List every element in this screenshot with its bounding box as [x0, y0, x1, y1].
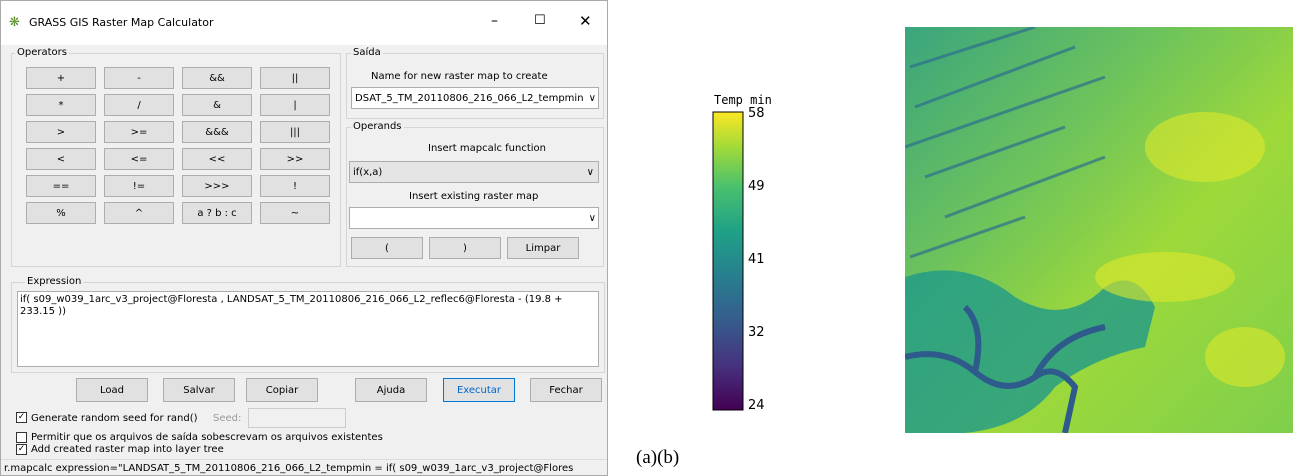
operator-button[interactable]: <<	[182, 148, 252, 170]
operator-button[interactable]: |||	[260, 121, 330, 143]
operator-button[interactable]: >>>	[182, 175, 252, 197]
expression-text: if( s09_w039_1arc_v3_project@Floresta , …	[20, 294, 563, 317]
operator-button[interactable]: ^	[104, 202, 174, 224]
close[interactable]: ✕	[579, 12, 592, 30]
colorbar-label: 32	[748, 325, 765, 340]
operator-button[interactable]: >	[26, 121, 96, 143]
dropdown: ∨	[589, 93, 596, 104]
operator-button[interactable]: ~	[260, 202, 330, 224]
colorbar-labels: 58 49 41 32 24	[748, 106, 765, 413]
group-label: Operators	[15, 47, 69, 58]
operator-button[interactable]: >>	[260, 148, 330, 170]
operator-button[interactable]: /	[104, 94, 174, 116]
operator-button[interactable]: &	[182, 94, 252, 116]
output-name[interactable]: DSAT_5_TM_20110806_216_066_L2_tempmin ∨	[351, 87, 599, 109]
window-title: GRASS GIS Raster Map Calculator	[29, 16, 214, 29]
group-label: Saída	[351, 47, 383, 58]
operator-button[interactable]: !	[260, 175, 330, 197]
operator-button[interactable]: <	[26, 148, 96, 170]
maximize[interactable]: ☐	[534, 13, 546, 28]
operator-button[interactable]: ||	[260, 67, 330, 89]
checkbox[interactable]: ✓	[16, 444, 27, 455]
raster-map	[905, 27, 1293, 433]
group-label: Expression	[25, 276, 83, 287]
minimize[interactable]: –	[491, 13, 498, 29]
dialog: ❋ GRASS GIS Raster Map Calculator – ☐ ✕ …	[0, 0, 608, 476]
output-name-text: DSAT_5_TM_20110806_216_066_L2_tempmin	[355, 93, 584, 104]
output-prompt: Name for new raster map to create	[371, 71, 548, 82]
seed-label: Seed:	[213, 413, 241, 424]
add-check-label: Add created raster map into layer tree	[31, 444, 224, 455]
action-button[interactable]: Salvar	[163, 378, 235, 402]
group-label: Operands	[351, 121, 404, 132]
status-bar: r.mapcalc expression="LANDSAT_5_TM_20110…	[1, 459, 607, 476]
seed-input[interactable]	[248, 408, 346, 428]
operator-button[interactable]: +	[26, 67, 96, 89]
operator-button[interactable]: %	[26, 202, 96, 224]
checkbox[interactable]: ✓	[16, 412, 27, 423]
colorbar-bar	[713, 112, 743, 410]
action-button[interactable]: Executar	[443, 378, 515, 402]
operator-button[interactable]: a ? b : c	[182, 202, 252, 224]
overwrite-check-label: Permitir que os arquivos de saída sobesc…	[31, 432, 383, 443]
colorbar: Temp min 58 49 41 32 24	[700, 90, 790, 430]
dropdown: ∨	[587, 167, 594, 178]
action-button[interactable]: Fechar	[530, 378, 602, 402]
operator-button[interactable]: |	[260, 94, 330, 116]
seed-check-label: Generate random seed for rand()	[31, 413, 198, 424]
operator-button[interactable]: &&&	[182, 121, 252, 143]
colorbar-title: Temp min	[714, 93, 772, 107]
caption: (a)(b)	[636, 447, 679, 469]
function-text: if(x,a)	[353, 167, 382, 178]
expression-box[interactable]: if( s09_w039_1arc_v3_project@Floresta , …	[17, 291, 599, 367]
colorbar-label: 24	[748, 398, 765, 413]
output-group	[346, 53, 604, 119]
colorbar-label: 41	[748, 252, 765, 267]
operator-button[interactable]: >=	[104, 121, 174, 143]
colorbar-label: 58	[748, 106, 765, 121]
checkbox[interactable]	[16, 432, 27, 443]
status-text: r.mapcalc expression="LANDSAT_5_TM_20110…	[4, 463, 573, 474]
operator-button[interactable]: -	[104, 67, 174, 89]
operator-button[interactable]: *	[26, 94, 96, 116]
action-button[interactable]: Ajuda	[355, 378, 427, 402]
function-prompt: Insert mapcalc function	[428, 143, 546, 154]
operand-button[interactable]: )	[429, 237, 501, 259]
action-button[interactable]: Copiar	[246, 378, 318, 402]
title-bar: ❋ GRASS GIS Raster Map Calculator – ☐ ✕	[1, 1, 607, 45]
page: ❋ GRASS GIS Raster Map Calculator – ☐ ✕ …	[0, 0, 1310, 476]
dropdown: ∨	[589, 213, 596, 224]
app-icon: ❋	[9, 15, 20, 30]
function-combo[interactable]: if(x,a) ∨	[349, 161, 599, 183]
operand-button[interactable]: (	[351, 237, 423, 259]
colorbar-label: 49	[748, 179, 765, 194]
operator-button[interactable]: ==	[26, 175, 96, 197]
map-combo[interactable]: ∨	[349, 207, 599, 229]
operand-button[interactable]: Limpar	[507, 237, 579, 259]
operator-button[interactable]: <=	[104, 148, 174, 170]
action-button[interactable]: Load	[76, 378, 148, 402]
operator-button[interactable]: !=	[104, 175, 174, 197]
operator-button[interactable]: &&	[182, 67, 252, 89]
map-prompt: Insert existing raster map	[409, 191, 538, 202]
